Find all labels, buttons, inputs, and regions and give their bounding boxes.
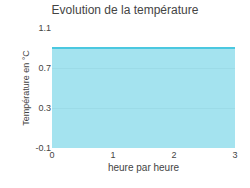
svg-text:3: 3 <box>232 150 237 160</box>
svg-text:Evolution de la température: Evolution de la température <box>52 3 199 17</box>
svg-text:1.1: 1.1 <box>38 23 51 33</box>
svg-text:heure par heure: heure par heure <box>108 162 180 173</box>
svg-text:0.7: 0.7 <box>38 63 51 73</box>
svg-text:-0.1: -0.1 <box>35 143 51 153</box>
svg-text:0.3: 0.3 <box>38 103 51 113</box>
svg-text:1: 1 <box>110 150 115 160</box>
svg-text:2: 2 <box>171 150 176 160</box>
svg-text:0: 0 <box>49 150 54 160</box>
svg-text:Température en °C: Température en °C <box>21 50 31 126</box>
